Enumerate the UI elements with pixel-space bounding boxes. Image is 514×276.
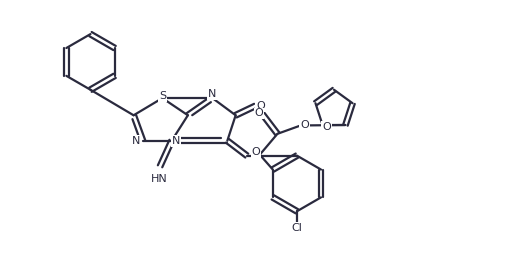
Text: O: O — [300, 121, 309, 131]
Text: N: N — [132, 136, 140, 146]
Text: S: S — [159, 91, 166, 101]
Text: HN: HN — [151, 174, 168, 184]
Text: N: N — [172, 136, 180, 146]
Text: O: O — [254, 108, 263, 118]
Text: O: O — [252, 147, 261, 157]
Text: O: O — [322, 122, 331, 132]
Text: O: O — [256, 101, 265, 111]
Text: N: N — [208, 89, 217, 99]
Text: Cl: Cl — [291, 222, 302, 232]
